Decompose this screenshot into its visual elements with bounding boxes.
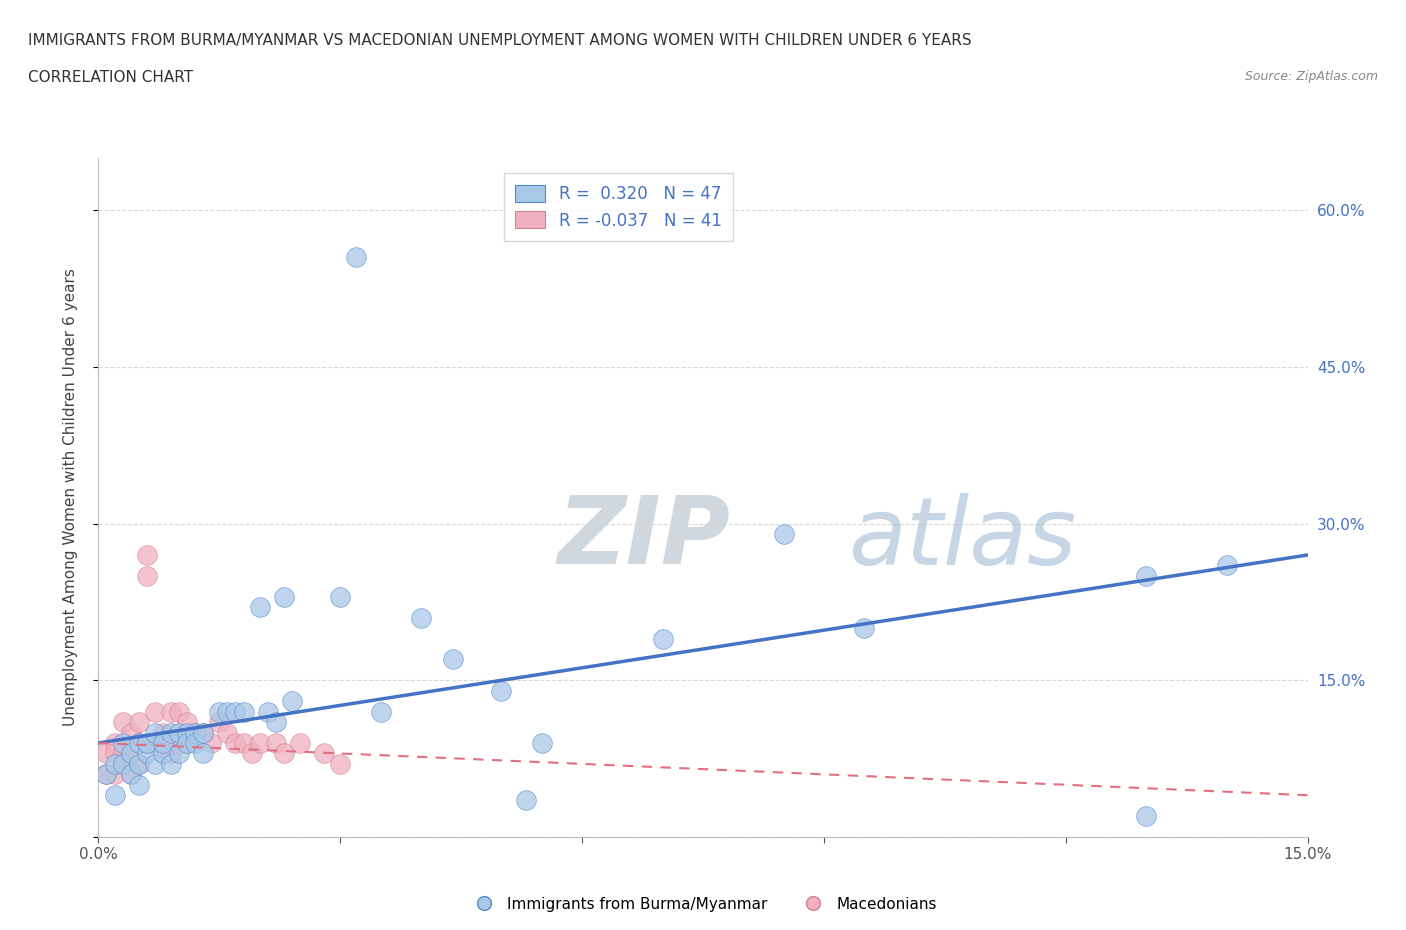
Text: atlas: atlas [848,493,1077,584]
Point [128,736,150,751]
Point [120,767,142,782]
Point [152,736,174,751]
Point [217,704,239,719]
Point [167,725,190,740]
Text: IMMIGRANTS FROM BURMA/MYANMAR VS MACEDONIAN UNEMPLOYMENT AMONG WOMEN WITH CHILDR: IMMIGRANTS FROM BURMA/MYANMAR VS MACEDON… [28,33,972,47]
Point [135,548,157,563]
Point [208,714,231,729]
Point [120,767,142,782]
Text: Source: ZipAtlas.com: Source: ZipAtlas.com [1244,70,1378,83]
Point [200,736,222,751]
Point [249,600,271,615]
Point [409,610,432,625]
Point [135,736,157,751]
Point [111,736,134,751]
Point [370,704,392,719]
Point [143,756,166,771]
Point [208,704,231,719]
Point [160,756,183,771]
Point [651,631,673,646]
Point [176,736,198,751]
Point [152,746,174,761]
Point [273,590,295,604]
Point [176,714,198,729]
Point [491,684,513,698]
Point [193,725,215,740]
Y-axis label: Unemployment Among Women with Children Under 6 years: Unemployment Among Women with Children U… [63,269,77,726]
Point [135,568,157,583]
Point [273,746,295,761]
Point [224,704,246,719]
Point [103,756,125,771]
Point [111,756,134,771]
Point [224,736,246,751]
Legend: R =  0.320   N = 47, R = -0.037   N = 41: R = 0.320 N = 47, R = -0.037 N = 41 [503,173,733,241]
Point [103,736,125,751]
Point [329,756,352,771]
Point [111,756,134,771]
Point [160,746,183,761]
Point [128,736,150,751]
Point [152,725,174,740]
Point [329,590,352,604]
Text: CORRELATION CHART: CORRELATION CHART [28,70,193,85]
Point [530,736,553,751]
Point [515,793,537,808]
Point [314,746,336,761]
Point [96,767,118,782]
Point [103,767,125,782]
Point [103,788,125,803]
Point [240,746,263,761]
Point [264,736,287,751]
Point [176,725,198,740]
Point [128,777,150,792]
Point [441,652,464,667]
Point [281,694,304,709]
Point [344,250,367,265]
Point [120,725,142,740]
Point [193,746,215,761]
Point [176,736,198,751]
Point [111,714,134,729]
Point [96,746,118,761]
Point [160,725,183,740]
Point [128,714,150,729]
Point [167,736,190,751]
Point [264,714,287,729]
Point [232,704,254,719]
Point [96,767,118,782]
Point [111,746,134,761]
Point [135,746,157,761]
Point [160,704,183,719]
Text: ZIP: ZIP [558,492,731,584]
Point [103,746,125,761]
Point [1135,568,1157,583]
Point [1216,558,1239,573]
Point [184,725,207,740]
Point [217,725,239,740]
Point [128,756,150,771]
Point [135,736,157,751]
Point [184,736,207,751]
Point [143,725,166,740]
Point [193,725,215,740]
Point [128,756,150,771]
Point [143,704,166,719]
Point [143,736,166,751]
Point [152,746,174,761]
Point [232,736,254,751]
Point [249,736,271,751]
Point [288,736,311,751]
Point [772,526,794,541]
Point [1135,809,1157,824]
Point [120,746,142,761]
Point [184,725,207,740]
Point [120,746,142,761]
Point [853,620,876,635]
Point [167,746,190,761]
Legend: Immigrants from Burma/Myanmar, Macedonians: Immigrants from Burma/Myanmar, Macedonia… [463,891,943,918]
Point [256,704,278,719]
Point [167,704,190,719]
